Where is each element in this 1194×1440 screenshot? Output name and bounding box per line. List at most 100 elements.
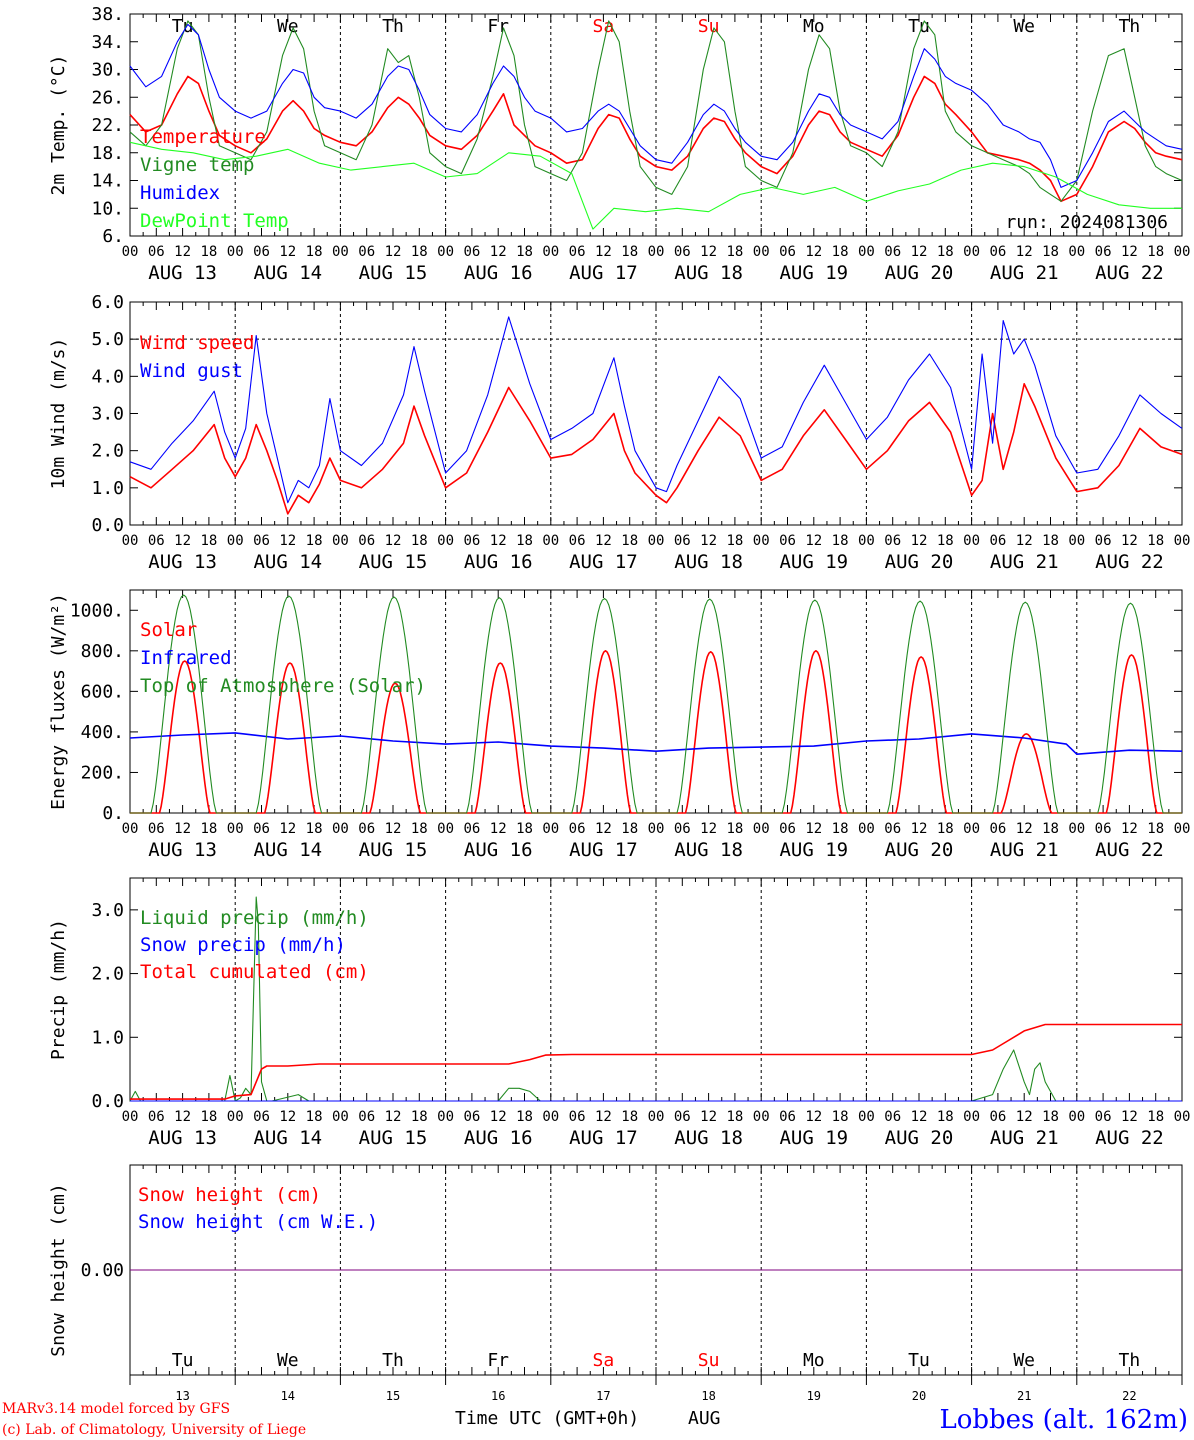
hour-tick-label: 06 — [779, 1109, 796, 1125]
hour-tick-label: 12 — [595, 244, 612, 260]
date-label: AUG 13 — [148, 551, 217, 573]
panel-energy: 0. 200. 400. 600. 800. 1000.Energy fluxes (W/… — [48, 589, 1190, 861]
y-tick-label: 38. — [91, 4, 124, 25]
legend-entry: Humidex — [140, 182, 220, 204]
hour-tick-label: 00 — [963, 1109, 980, 1125]
hour-tick-label: 06 — [358, 821, 375, 837]
hour-tick-label: 12 — [595, 821, 612, 837]
y-tick-label: 0. — [102, 803, 124, 824]
hour-tick-label: 18 — [200, 533, 217, 549]
hour-tick-label: 00 — [1174, 244, 1191, 260]
bottom-day-number: 18 — [701, 1389, 715, 1403]
hour-tick-label: 06 — [463, 244, 480, 260]
hour-tick-label: 12 — [805, 1109, 822, 1125]
hour-tick-label: 00 — [332, 244, 349, 260]
hour-tick-label: 12 — [174, 244, 191, 260]
hour-tick-label: 00 — [332, 533, 349, 549]
date-label: AUG 22 — [1095, 262, 1164, 284]
hour-tick-label: 06 — [358, 1109, 375, 1125]
hour-tick-label: 18 — [1147, 533, 1164, 549]
series-line-wind-speed — [129, 382, 1183, 515]
date-label: AUG 20 — [885, 551, 954, 573]
bottom-weekday-label: Sa — [593, 1350, 615, 1371]
y-tick-label: 18. — [91, 143, 124, 164]
hour-tick-label: 12 — [1016, 533, 1033, 549]
hour-tick-label: 06 — [463, 533, 480, 549]
hour-tick-label: 12 — [279, 533, 296, 549]
hour-tick-label: 18 — [937, 1109, 954, 1125]
y-tick-label: 400. — [81, 722, 124, 743]
date-label: AUG 19 — [779, 839, 848, 861]
hour-tick-label: 06 — [148, 1109, 165, 1125]
weekday-label: Su — [698, 16, 720, 37]
hour-tick-label: 00 — [963, 533, 980, 549]
hour-tick-label: 06 — [989, 821, 1006, 837]
hour-tick-label: 06 — [674, 533, 691, 549]
bottom-day-number: 22 — [1122, 1389, 1136, 1403]
date-label: AUG 15 — [359, 262, 428, 284]
hour-tick-label: 00 — [1174, 533, 1191, 549]
hour-tick-label: 12 — [700, 533, 717, 549]
hour-tick-label: 18 — [200, 1109, 217, 1125]
hour-tick-label: 18 — [306, 1109, 323, 1125]
bottom-day-number: 19 — [807, 1389, 821, 1403]
legend-entry: Wind speed — [140, 332, 254, 354]
date-label: AUG 17 — [569, 839, 638, 861]
hour-tick-label: 00 — [963, 244, 980, 260]
hour-tick-label: 12 — [490, 533, 507, 549]
hour-tick-label: 06 — [358, 533, 375, 549]
date-label: AUG 19 — [779, 262, 848, 284]
hour-tick-label: 06 — [779, 533, 796, 549]
hour-tick-label: 18 — [1147, 244, 1164, 260]
legend-entry: Total cumulated (cm) — [140, 961, 369, 983]
hour-tick-label: 06 — [1095, 244, 1112, 260]
hour-tick-label: 06 — [253, 533, 270, 549]
hour-tick-label: 00 — [332, 1109, 349, 1125]
hour-tick-label: 12 — [911, 1109, 928, 1125]
y-tick-label: 1.0 — [91, 478, 124, 499]
date-label: AUG 22 — [1095, 551, 1164, 573]
hour-tick-label: 00 — [1068, 244, 1085, 260]
legend-entry: DewPoint Temp — [140, 210, 289, 232]
hour-tick-label: 00 — [753, 244, 770, 260]
hour-tick-label: 18 — [200, 244, 217, 260]
legend-entry: Snow height (cm) — [138, 1184, 321, 1206]
hour-tick-label: 12 — [700, 1109, 717, 1125]
y-tick-label: 34. — [91, 32, 124, 53]
date-label: AUG 21 — [990, 262, 1059, 284]
legend-entry: Liquid precip (mm/h) — [140, 907, 369, 929]
legend-entry: Vigne temp — [140, 154, 254, 176]
hour-tick-label: 06 — [884, 1109, 901, 1125]
hour-tick-label: 12 — [1121, 1109, 1138, 1125]
y-tick-label: 5.0 — [91, 329, 124, 350]
hour-tick-label: 18 — [1042, 244, 1059, 260]
series-line-total-cumulated-cm- — [130, 1023, 1182, 1100]
y-tick-label: 3.0 — [91, 900, 124, 921]
hour-tick-label: 06 — [569, 821, 586, 837]
legend-entry: Temperature — [140, 126, 266, 148]
date-label: AUG 16 — [464, 1127, 533, 1149]
hour-tick-label: 06 — [148, 244, 165, 260]
hour-tick-label: 12 — [805, 821, 822, 837]
hour-tick-label: 06 — [253, 1109, 270, 1125]
hour-tick-label: 00 — [122, 533, 139, 549]
y-axis-label: Snow height (cm) — [48, 1183, 69, 1356]
hour-tick-label: 00 — [858, 533, 875, 549]
hour-tick-label: 00 — [648, 1109, 665, 1125]
hour-tick-label: 06 — [569, 533, 586, 549]
date-label: AUG 18 — [674, 262, 743, 284]
hour-tick-label: 18 — [832, 1109, 849, 1125]
date-label: AUG 13 — [148, 839, 217, 861]
hour-tick-label: 12 — [490, 244, 507, 260]
hour-tick-label: 00 — [648, 533, 665, 549]
hour-tick-label: 12 — [700, 821, 717, 837]
hour-tick-label: 00 — [227, 244, 244, 260]
hour-tick-label: 06 — [884, 244, 901, 260]
hour-tick-label: 06 — [253, 821, 270, 837]
bottom-weekday-label: Th — [1119, 1350, 1141, 1371]
y-tick-label: 4.0 — [91, 366, 124, 387]
hour-tick-label: 06 — [779, 244, 796, 260]
hour-tick-label: 12 — [385, 533, 402, 549]
location-label: Lobbes (alt. 162m) — [939, 1405, 1188, 1435]
